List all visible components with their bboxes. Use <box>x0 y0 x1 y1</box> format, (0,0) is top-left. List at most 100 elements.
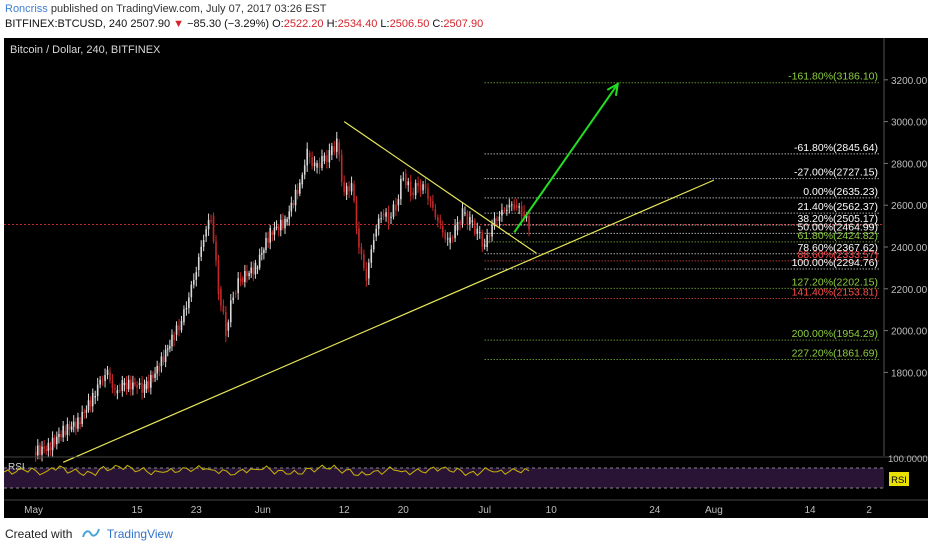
symbol-label: BITFINEX:BTCUSD, 240 <box>5 18 128 30</box>
candle-body <box>520 206 523 217</box>
candle-body <box>298 182 301 194</box>
time-tick-label: 12 <box>339 505 351 516</box>
candle-body <box>225 311 227 336</box>
candle-body <box>392 204 395 217</box>
close-label: C: <box>432 18 444 30</box>
candle-body <box>68 424 71 430</box>
footer: Created with TradingView <box>5 527 173 542</box>
candle-body <box>51 437 54 451</box>
candle-body <box>49 447 52 451</box>
candle-body <box>464 212 466 214</box>
candle-body <box>58 434 60 437</box>
candle-body <box>486 235 488 247</box>
price-change: −85.30 (−3.29%) <box>187 18 270 30</box>
candle-body <box>200 246 202 257</box>
candle-body <box>525 215 528 218</box>
candle-body <box>158 365 161 372</box>
candle-body <box>306 148 308 166</box>
rsi-label: RSI <box>8 462 25 473</box>
candle-body <box>459 222 461 224</box>
candle-body <box>195 272 198 280</box>
candle-body <box>250 267 253 274</box>
price-tick-label: 2000.00 <box>891 327 928 338</box>
candle-body <box>202 240 205 247</box>
candle-body <box>45 448 48 451</box>
candle-body <box>164 349 167 362</box>
candle-body <box>143 384 146 393</box>
candle-body <box>210 220 212 222</box>
candle-body <box>461 208 464 224</box>
candle-body <box>321 156 323 168</box>
candle-body <box>303 165 306 175</box>
low-value: 2506.50 <box>389 18 430 30</box>
price-tick-label: 1800.00 <box>891 368 928 379</box>
time-tick-label: 15 <box>132 505 144 516</box>
candle-body <box>104 375 106 381</box>
candle-body <box>481 232 484 247</box>
price-chart[interactable]: Bitcoin / Dollar, 240, BITFINEX 3200.00 30… <box>4 38 928 518</box>
candle-body <box>180 320 183 331</box>
candle-body <box>402 178 405 180</box>
price-tick-label: 2400.00 <box>891 243 928 254</box>
candle-body <box>513 204 516 210</box>
candle-body <box>471 220 474 222</box>
candle-body <box>205 229 207 237</box>
candle-body <box>368 262 370 279</box>
candle-body <box>508 205 511 208</box>
candle-body <box>377 218 380 229</box>
price-tick-label: 3200.00 <box>891 76 928 87</box>
candle-body <box>119 390 121 392</box>
projection-arrow-head <box>606 82 620 96</box>
candle-body <box>178 325 180 331</box>
candle-body <box>372 240 375 250</box>
candle-body <box>237 278 239 294</box>
candle-body <box>404 173 407 186</box>
candle-body <box>510 204 513 206</box>
candle-body <box>326 155 328 163</box>
candle-body <box>109 372 111 381</box>
candle-body <box>451 237 454 239</box>
candle-body <box>419 184 422 191</box>
candle-body <box>269 228 272 243</box>
author-link[interactable]: Roncriss <box>5 3 48 15</box>
tradingview-logo-icon <box>81 527 100 542</box>
fib-level-label: 141.40%(2153.81) <box>792 286 878 298</box>
candle-body <box>37 445 39 456</box>
candle-body <box>111 380 114 388</box>
candle-body <box>294 189 297 206</box>
candle-body <box>409 181 412 196</box>
candle-body <box>437 217 439 221</box>
candle-body <box>323 155 326 162</box>
candle-body <box>56 436 58 445</box>
fib-level-label: 227.20%(1861.69) <box>792 348 878 360</box>
candle-body <box>353 184 355 201</box>
candle-body <box>152 375 154 378</box>
candle-body <box>515 205 518 208</box>
candle-body <box>273 227 276 235</box>
candle-body <box>77 417 79 429</box>
candle-body <box>271 232 274 235</box>
candle-body <box>382 213 385 217</box>
tradingview-brand[interactable]: TradingView <box>106 527 173 541</box>
time-tick-label: Jul <box>478 505 491 516</box>
fib-level-label: 0.00%(2635.23) <box>803 186 878 198</box>
fib-level-label: -61.80%(2845.64) <box>794 142 878 154</box>
candle-body <box>215 241 217 261</box>
candle-body <box>434 209 437 218</box>
candle-body <box>72 421 75 427</box>
candle-body <box>150 375 152 388</box>
candle-body <box>422 184 424 191</box>
candle-body <box>147 381 150 388</box>
time-tick-label: 10 <box>546 505 558 516</box>
candle-body <box>363 254 365 269</box>
candle-body <box>478 232 481 234</box>
chart-frame[interactable]: Bitcoin / Dollar, 240, BITFINEX 3200.00 30… <box>4 38 928 518</box>
candle-body <box>331 146 333 156</box>
candle-body <box>506 209 508 211</box>
candle-body <box>141 382 143 393</box>
candle-body <box>171 334 173 347</box>
candle-body <box>162 356 165 362</box>
candle-body <box>227 322 230 331</box>
candle-body <box>355 200 358 229</box>
candle-body <box>190 284 193 298</box>
